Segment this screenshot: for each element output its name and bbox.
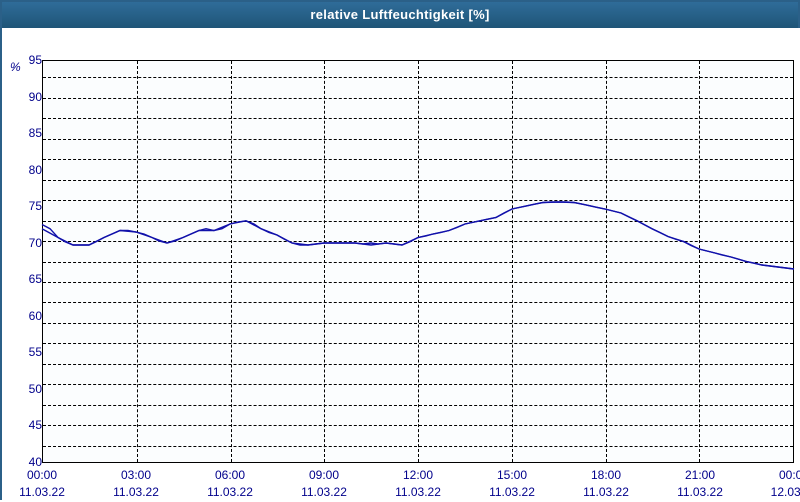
- y-tick-45: 45: [6, 418, 42, 432]
- x-tick-0000-a: 00:00: [7, 468, 77, 482]
- x-tick-0900: 09:00: [289, 468, 359, 482]
- x-tick-1800: 18:00: [571, 468, 641, 482]
- y-tick-40: 40: [6, 455, 42, 469]
- y-tick-65: 65: [6, 272, 42, 286]
- x-date-0900: 11.03.22: [289, 485, 359, 499]
- x-date-0000-b: 12.03.22: [759, 485, 800, 499]
- plot-area-wrapper: %: [2, 28, 800, 502]
- x-date-1500: 11.03.22: [477, 485, 547, 499]
- humidity-curve-svg: [42, 60, 794, 463]
- x-date-1800: 11.03.22: [571, 485, 641, 499]
- y-tick-50: 50: [6, 382, 42, 396]
- y-tick-60: 60: [6, 309, 42, 323]
- x-date-0000-a: 11.03.22: [7, 485, 77, 499]
- y-tick-75: 75: [6, 199, 42, 213]
- chart-title: relative Luftfeuchtigkeit [%]: [310, 7, 489, 22]
- x-date-0300: 11.03.22: [101, 485, 171, 499]
- x-tick-0000-b: 00:00: [759, 468, 800, 482]
- x-tick-0300: 03:00: [101, 468, 171, 482]
- x-date-0600: 11.03.22: [195, 485, 265, 499]
- x-tick-1200: 12:00: [383, 468, 453, 482]
- x-tick-0600: 06:00: [195, 468, 265, 482]
- chart-window: relative Luftfeuchtigkeit [%] %: [0, 0, 800, 500]
- y-tick-85: 85: [6, 126, 42, 140]
- x-tick-2100: 21:00: [665, 468, 735, 482]
- chart-title-bar: relative Luftfeuchtigkeit [%]: [2, 2, 798, 28]
- x-date-1200: 11.03.22: [383, 485, 453, 499]
- y-tick-80: 80: [6, 163, 42, 177]
- y-tick-55: 55: [6, 345, 42, 359]
- y-tick-70: 70: [6, 236, 42, 250]
- x-date-2100: 11.03.22: [665, 485, 735, 499]
- y-tick-90: 90: [6, 90, 42, 104]
- x-tick-1500: 15:00: [477, 468, 547, 482]
- y-tick-95: 95: [6, 53, 42, 67]
